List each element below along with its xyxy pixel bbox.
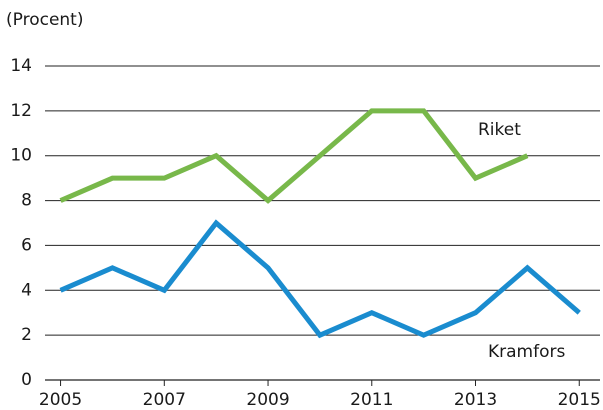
- x-tick-label: 2005: [39, 390, 82, 410]
- series-label: Kramfors: [488, 342, 565, 362]
- y-tick-label: 12: [10, 101, 32, 121]
- series-line: [59, 219, 581, 339]
- x-tick-label: 2015: [558, 390, 601, 410]
- y-axis-label: (Procent): [6, 10, 83, 30]
- y-tick-label: 2: [21, 325, 32, 345]
- y-tick-label: 8: [21, 191, 32, 211]
- y-tick-label: 6: [21, 235, 32, 255]
- x-tick-label: 2007: [143, 390, 186, 410]
- series-line: [59, 108, 529, 204]
- x-tick-label: 2011: [350, 390, 393, 410]
- y-tick-label: 10: [10, 146, 32, 166]
- x-tick-label: 2009: [246, 390, 289, 410]
- y-tick-label: 0: [21, 370, 32, 390]
- y-tick-label: 14: [10, 56, 32, 76]
- x-tick-label: 2013: [454, 390, 497, 410]
- y-tick-label: 4: [21, 280, 32, 300]
- series-label: Riket: [478, 120, 521, 140]
